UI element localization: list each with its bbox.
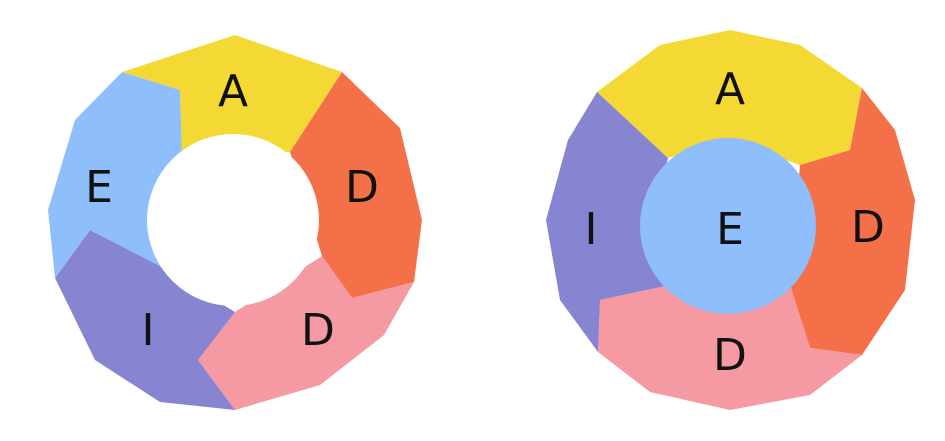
left-segment-d-bottom: [198, 256, 414, 410]
left-label-a: A: [218, 66, 248, 117]
left-label-d-bottom: D: [301, 305, 335, 356]
right-label-a: A: [715, 64, 745, 115]
left-segment-a: [122, 35, 342, 155]
right-label-d-right: D: [851, 202, 885, 253]
left-label-i: I: [142, 305, 155, 356]
left-cycle-diagram: A D D I E: [48, 35, 422, 410]
left-label-e: E: [85, 162, 113, 213]
left-center-hole: [147, 134, 319, 306]
left-segment-d-top: [290, 72, 422, 298]
right-label-d-bottom: D: [713, 330, 747, 381]
right-label-e: E: [716, 204, 744, 255]
right-segment-a: [597, 30, 862, 165]
right-label-i: I: [585, 204, 598, 255]
left-segment-i: [55, 230, 235, 410]
right-segment-d-bottom: [598, 285, 862, 410]
right-segment-i: [546, 92, 670, 352]
right-center-e: [640, 138, 816, 314]
right-cycle-diagram: A D D I E: [546, 30, 915, 410]
right-segment-d-right: [790, 88, 915, 355]
left-label-d-top: D: [345, 162, 379, 213]
